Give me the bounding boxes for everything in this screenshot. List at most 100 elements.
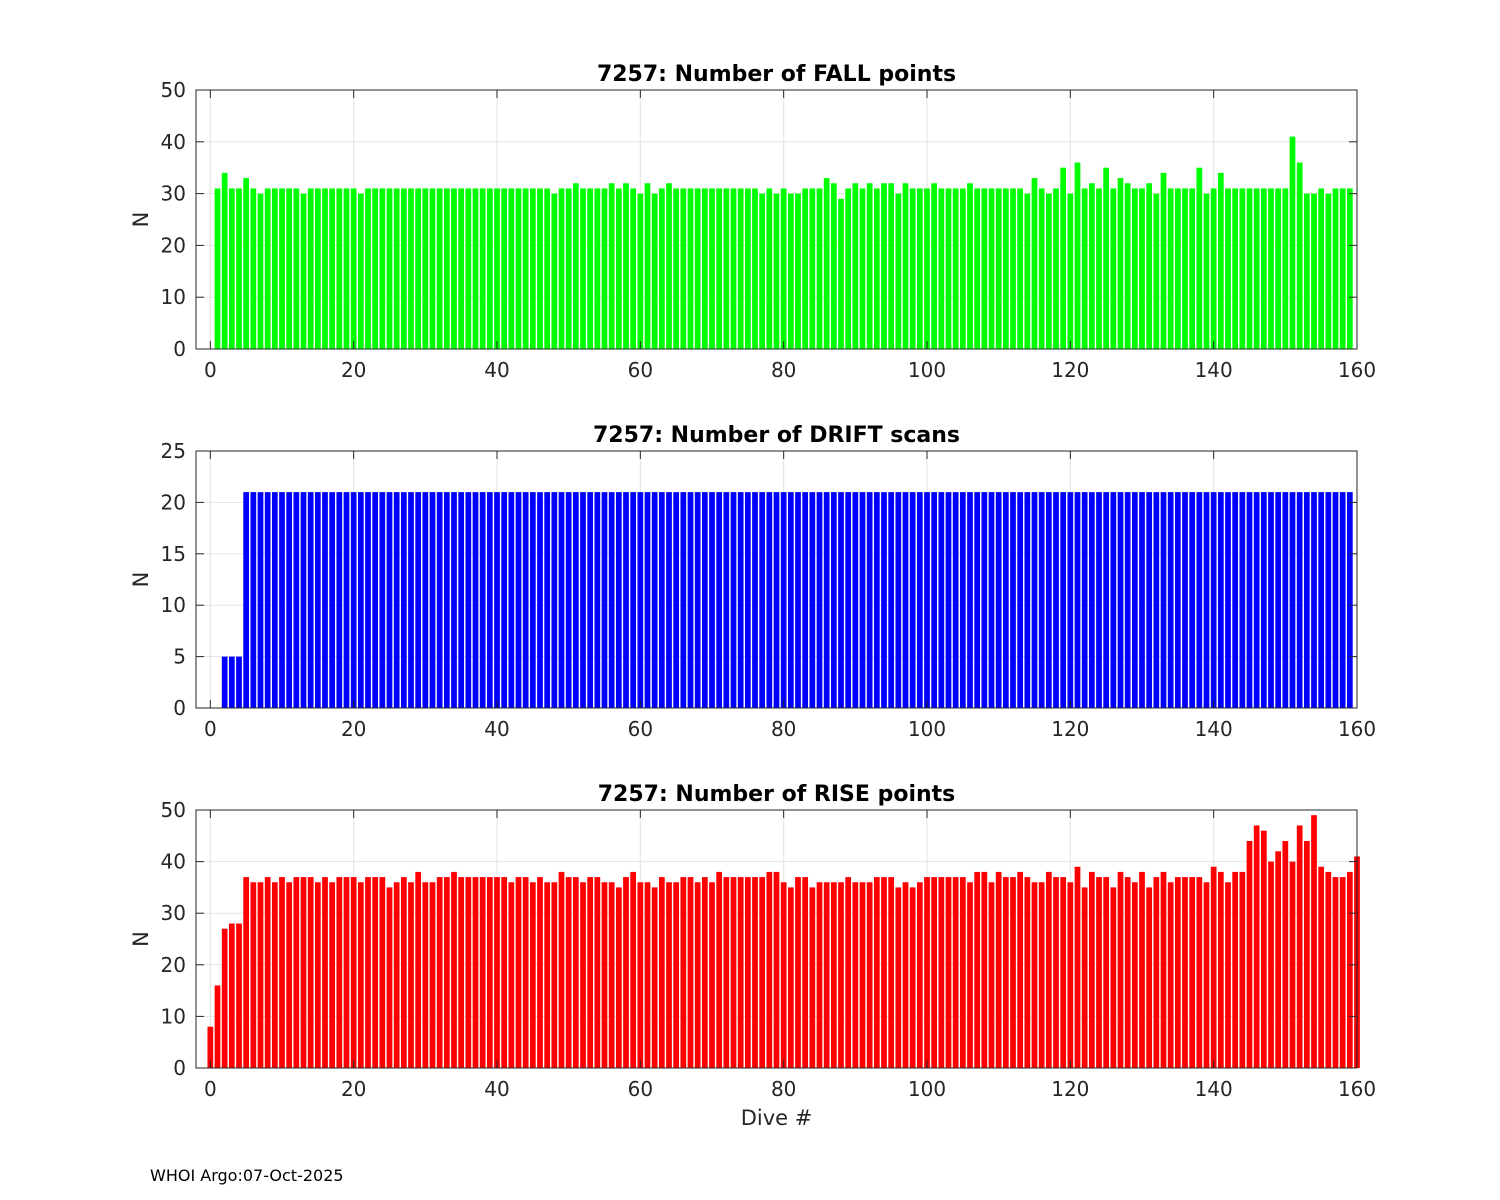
bar [952,492,959,708]
bar [859,492,866,708]
bar [1038,188,1045,349]
y-axis-label: N [129,572,153,588]
bar [357,882,364,1068]
bar [336,877,343,1068]
bar [608,882,615,1068]
bar [673,492,680,708]
bar [1289,861,1296,1068]
x-tick-label: 0 [204,1077,217,1101]
bar [408,882,414,1068]
bar [1232,492,1239,708]
bar [472,877,479,1068]
bar [329,492,336,708]
bar [1131,492,1138,708]
bar [236,923,242,1068]
axes-box [195,450,1358,709]
bar [494,492,500,708]
bar [809,188,816,349]
chart-3: 0 20 40 60 80 100 120 140 160 0 10 20 30 40 50 7257: Nu… [129,782,1376,1130]
chart-1: 0 20 40 60 80 100 120 140 160 0 10 20 30 40 50 7257: Nu… [129,62,1376,382]
bar [357,492,364,708]
bar [1246,188,1253,349]
bar [1203,492,1210,708]
bar [336,188,343,349]
y-tick-label: 25 [161,439,186,463]
bar [243,492,250,708]
bar [1031,492,1038,708]
bar [916,492,923,708]
x-tick-label: 20 [341,358,366,382]
bar [967,882,973,1068]
bar [1017,871,1024,1068]
bar [322,492,328,708]
bar [737,877,744,1068]
bar [816,882,823,1068]
y-tick-label: 5 [173,645,186,669]
bar [393,882,400,1068]
bar [816,188,823,349]
bar [580,492,586,708]
bar [959,492,966,708]
bar [257,882,264,1068]
bar [221,656,228,708]
bar [1246,492,1253,708]
bar [300,877,307,1068]
x-tick-label: 20 [341,1077,366,1101]
bar [773,871,780,1068]
bar [472,492,479,708]
bar [1303,492,1310,708]
bar [938,188,945,349]
bar [838,492,844,708]
bar [300,492,307,708]
bar [644,882,651,1068]
axes-box [195,89,1358,350]
x-tick-label: 160 [1338,717,1376,741]
bar [845,877,852,1068]
bar [780,188,787,349]
bar [1232,188,1239,349]
bar [494,188,500,349]
bar [644,183,651,349]
bar [1189,877,1196,1068]
bar [1225,492,1231,708]
bar [1174,492,1181,708]
bar [1210,866,1217,1068]
bar [1060,492,1067,708]
bar [888,183,895,349]
bar [422,188,429,349]
bar [1160,172,1167,349]
bar [1038,882,1045,1068]
bar [1146,492,1153,708]
bar [1110,887,1117,1068]
bar [716,188,723,349]
bar [709,188,715,349]
bar [544,882,551,1068]
bar [881,183,887,349]
bar [680,877,687,1068]
y-tick-label: 0 [173,1056,186,1080]
bar [895,193,902,349]
bar [1332,877,1339,1068]
bar [974,871,981,1068]
bar [228,188,235,349]
bar [651,193,658,349]
bar [1110,188,1117,349]
x-tick-label: 40 [484,358,509,382]
x-tick-label: 80 [771,1077,796,1101]
bar [214,985,221,1068]
bar [508,492,515,708]
bar [1074,866,1081,1068]
bar [795,492,801,708]
bar [314,188,321,349]
bar [1010,877,1016,1068]
x-tick-label: 120 [1051,717,1089,741]
bar [1318,492,1325,708]
bar [644,492,651,708]
bar [1167,492,1174,708]
bar [565,877,572,1068]
bar [393,188,400,349]
bar [945,492,952,708]
bar [250,188,257,349]
bar [859,882,866,1068]
bar [909,188,916,349]
